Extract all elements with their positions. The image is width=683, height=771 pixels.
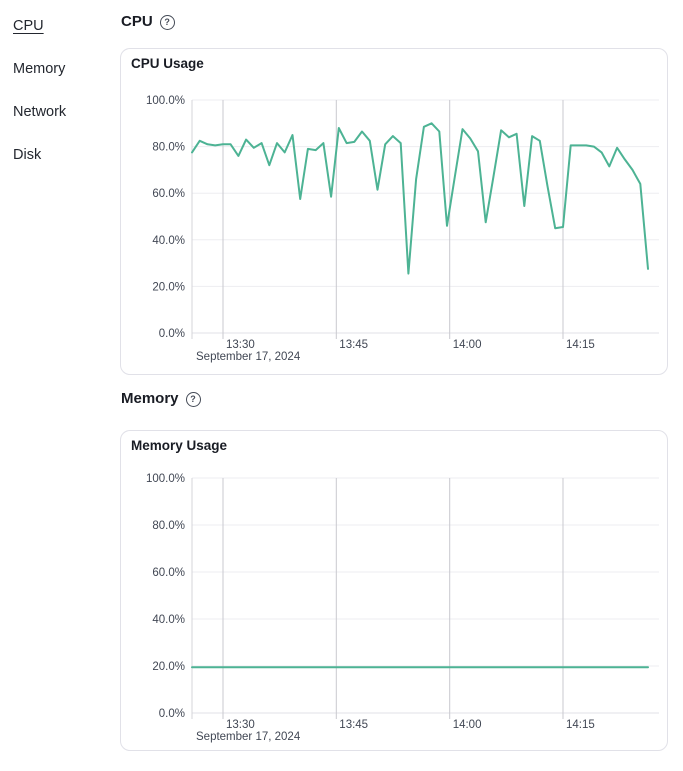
- x-tick-label: 14:15: [566, 339, 595, 351]
- cpu-section: CPU ? 100.0% 80.0% 60.0% 40.0% 20.0% 0.0% 13:3…: [120, 14, 670, 375]
- memory-usage-chart[interactable]: 100.0% 80.0% 60.0% 40.0% 20.0% 0.0% 13:30 13:45…: [121, 431, 667, 750]
- y-tick-label: 100.0%: [146, 95, 185, 107]
- y-tick-label: 0.0%: [159, 708, 185, 720]
- y-tick-label: 20.0%: [152, 661, 185, 673]
- x-tick-label: 14:00: [453, 719, 482, 731]
- x-axis-date-label: September 17, 2024: [196, 351, 301, 363]
- y-tick-label: 100.0%: [146, 473, 185, 485]
- usage-series-line[interactable]: [191, 122, 649, 275]
- y-tick-label: 80.0%: [152, 142, 185, 154]
- y-tick-label: 60.0%: [152, 188, 185, 200]
- memory-usage-card: 100.0% 80.0% 60.0% 40.0% 20.0% 0.0% 13:30 13:45…: [120, 430, 668, 751]
- x-tick-label: 13:45: [339, 339, 368, 351]
- x-tick-label: 14:15: [566, 719, 595, 731]
- y-tick-label: 40.0%: [152, 235, 185, 247]
- sidebar-item-network[interactable]: Network: [13, 104, 67, 120]
- cpu-section-heading: CPU ?: [121, 14, 670, 30]
- y-tick-label: 0.0%: [159, 328, 185, 340]
- sidebar-item-memory[interactable]: Memory: [13, 61, 66, 77]
- cpu-usage-card: 100.0% 80.0% 60.0% 40.0% 20.0% 0.0% 13:30 13:45…: [120, 48, 668, 375]
- x-tick-label: 13:45: [339, 719, 368, 731]
- y-tick-label: 20.0%: [152, 281, 185, 293]
- question-mark-help-icon[interactable]: ?: [159, 14, 175, 30]
- memory-section-heading: Memory ?: [121, 391, 670, 407]
- cpu-usage-card-title: CPU Usage: [131, 56, 204, 71]
- x-axis-date-label: September 17, 2024: [196, 731, 301, 743]
- x-tick-label: 13:30: [226, 339, 255, 351]
- metrics-sidebar: CPU Memory Network Disk: [13, 17, 103, 189]
- question-mark-help-icon[interactable]: ?: [185, 391, 201, 407]
- sidebar-item-disk[interactable]: Disk: [13, 147, 42, 163]
- y-tick-label: 80.0%: [152, 520, 185, 532]
- y-tick-label: 40.0%: [152, 614, 185, 626]
- memory-section-title: Memory: [121, 390, 179, 407]
- y-tick-label: 60.0%: [152, 567, 185, 579]
- x-tick-label: 13:30: [226, 719, 255, 731]
- main-content: CPU ? 100.0% 80.0% 60.0% 40.0% 20.0% 0.0% 13:3…: [120, 0, 670, 751]
- x-tick-label: 14:00: [453, 339, 482, 351]
- memory-usage-card-title: Memory Usage: [131, 438, 228, 453]
- memory-section: Memory ? 100.0% 80.0% 60.0% 40.0% 20.0% 0.0% 1…: [120, 391, 670, 751]
- cpu-usage-chart[interactable]: 100.0% 80.0% 60.0% 40.0% 20.0% 0.0% 13:30 13:45…: [121, 49, 667, 374]
- sidebar-item-cpu[interactable]: CPU: [13, 18, 44, 34]
- cpu-section-title: CPU: [121, 13, 153, 30]
